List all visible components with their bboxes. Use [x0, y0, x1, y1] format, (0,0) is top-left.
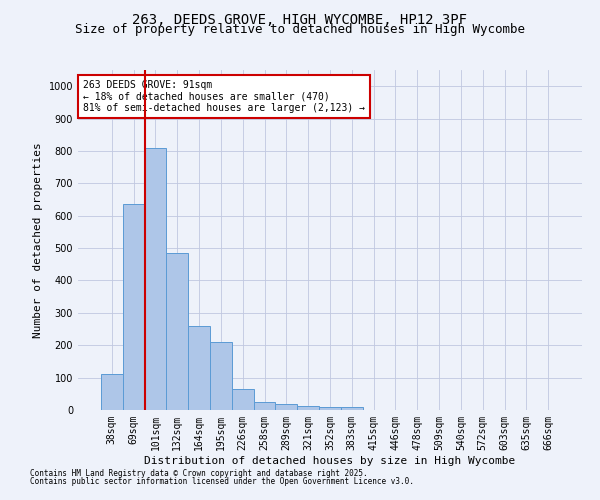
Text: 263, DEEDS GROVE, HIGH WYCOMBE, HP12 3PF: 263, DEEDS GROVE, HIGH WYCOMBE, HP12 3PF [133, 12, 467, 26]
Bar [297, 406, 319, 410]
Y-axis label: Number of detached properties: Number of detached properties [33, 142, 43, 338]
Bar [319, 407, 341, 410]
Bar [232, 389, 254, 410]
Text: Size of property relative to detached houses in High Wycombe: Size of property relative to detached ho… [75, 22, 525, 36]
Text: Contains HM Land Registry data © Crown copyright and database right 2025.: Contains HM Land Registry data © Crown c… [30, 468, 368, 477]
Bar [145, 148, 166, 410]
Text: 263 DEEDS GROVE: 91sqm
← 18% of detached houses are smaller (470)
81% of semi-de: 263 DEEDS GROVE: 91sqm ← 18% of detached… [83, 80, 365, 114]
Bar [123, 204, 145, 410]
Bar [341, 407, 363, 410]
Text: Contains public sector information licensed under the Open Government Licence v3: Contains public sector information licen… [30, 477, 414, 486]
Bar [254, 402, 275, 410]
Bar [210, 342, 232, 410]
Bar [188, 326, 210, 410]
X-axis label: Distribution of detached houses by size in High Wycombe: Distribution of detached houses by size … [145, 456, 515, 466]
Bar [101, 374, 123, 410]
Bar [275, 404, 297, 410]
Bar [166, 253, 188, 410]
